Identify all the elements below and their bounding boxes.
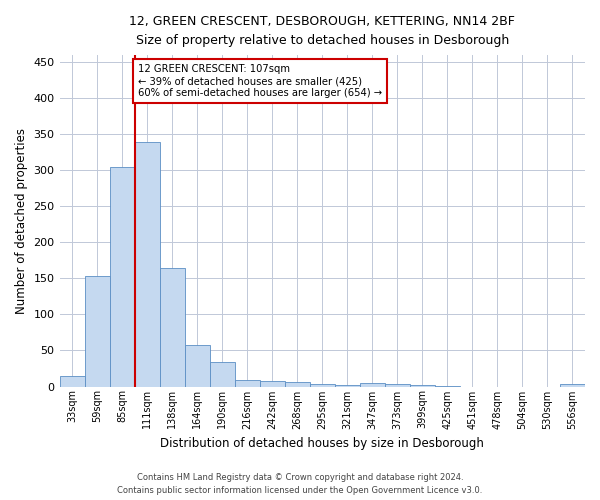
Title: 12, GREEN CRESCENT, DESBOROUGH, KETTERING, NN14 2BF
Size of property relative to: 12, GREEN CRESCENT, DESBOROUGH, KETTERIN… bbox=[130, 15, 515, 47]
Bar bbox=[59, 376, 85, 386]
Bar bbox=[560, 384, 585, 386]
Bar bbox=[410, 385, 435, 386]
X-axis label: Distribution of detached houses by size in Desborough: Distribution of detached houses by size … bbox=[160, 437, 484, 450]
Bar bbox=[260, 381, 285, 386]
Bar bbox=[285, 382, 310, 386]
Bar bbox=[335, 385, 360, 386]
Text: Contains HM Land Registry data © Crown copyright and database right 2024.
Contai: Contains HM Land Registry data © Crown c… bbox=[118, 474, 482, 495]
Bar bbox=[110, 167, 134, 386]
Bar bbox=[310, 384, 335, 386]
Text: 12 GREEN CRESCENT: 107sqm
← 39% of detached houses are smaller (425)
60% of semi: 12 GREEN CRESCENT: 107sqm ← 39% of detac… bbox=[139, 64, 382, 98]
Bar bbox=[185, 346, 209, 387]
Bar bbox=[160, 268, 185, 386]
Bar bbox=[209, 362, 235, 386]
Bar bbox=[235, 380, 260, 386]
Bar bbox=[360, 383, 385, 386]
Bar bbox=[85, 276, 110, 386]
Y-axis label: Number of detached properties: Number of detached properties bbox=[15, 128, 28, 314]
Bar bbox=[134, 142, 160, 386]
Bar bbox=[385, 384, 410, 386]
